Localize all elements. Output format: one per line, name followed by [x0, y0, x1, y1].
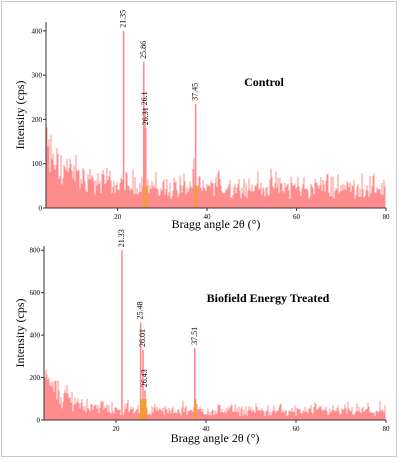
- x-tick-label: 80: [383, 213, 391, 221]
- y-tick-label: 600: [30, 289, 41, 297]
- peak-label: 21.33: [117, 229, 126, 247]
- x-tick-label: 40: [204, 213, 212, 221]
- peak-label: 25.48: [136, 301, 145, 319]
- y-tick-label: 100: [32, 160, 43, 168]
- noise-trace: [44, 369, 386, 420]
- y-tick-label: 200: [32, 116, 43, 124]
- peak-label: 26.1: [140, 91, 149, 105]
- y-tick-label: 0: [39, 205, 43, 213]
- figure-frame: 21.35 25.86 26.1 26.31 37.45 0 100 200 300 400 20 4…: [1, 1, 397, 457]
- peak-label: 37.51: [190, 327, 199, 345]
- y-tick-label: 800: [30, 247, 41, 255]
- chart-panel-2: 21.33 25.48 26.01 26.43 37.51 0 200 400 600 800 20…: [13, 229, 390, 445]
- x-tick-label: 20: [113, 425, 121, 433]
- peak-label: 37.45: [191, 83, 200, 101]
- peak-label: 26.31: [141, 107, 150, 125]
- y-tick-label: 300: [32, 72, 43, 80]
- panel-title: Control: [244, 75, 284, 89]
- peak-label: 21.35: [119, 10, 128, 28]
- panel-title: Biofield Energy Treated: [207, 291, 330, 305]
- y-axis-title: Intensity (cps): [13, 299, 27, 368]
- peak-label: 26.43: [140, 369, 149, 387]
- y-tick-label: 400: [30, 332, 41, 340]
- x-tick-label: 20: [114, 213, 122, 221]
- peaks: 21.35 25.86 26.1 26.31 37.45: [119, 10, 200, 208]
- noise-trace: [46, 127, 386, 208]
- y-tick-label: 200: [30, 374, 41, 382]
- x-tick-label: 80: [383, 425, 391, 433]
- y-axis-title: Intensity (cps): [13, 81, 27, 150]
- x-tick-label: 60: [293, 213, 301, 221]
- y-tick-label: 400: [32, 27, 43, 35]
- chart-panel-1: 21.35 25.86 26.1 26.31 37.45 0 100 200 300 400 20 4…: [13, 10, 390, 231]
- x-axis-title: Bragg angle 2θ (°): [171, 431, 260, 445]
- x-tick-label: 40: [203, 425, 211, 433]
- y-tick-label: 0: [37, 417, 41, 425]
- peaks: 21.33 25.48 26.01 26.43 37.51: [117, 229, 199, 420]
- x-axis-title: Bragg angle 2θ (°): [172, 217, 261, 231]
- x-tick-label: 60: [293, 425, 301, 433]
- peak-label: 25.86: [139, 41, 148, 59]
- peak-label: 26.01: [138, 329, 147, 347]
